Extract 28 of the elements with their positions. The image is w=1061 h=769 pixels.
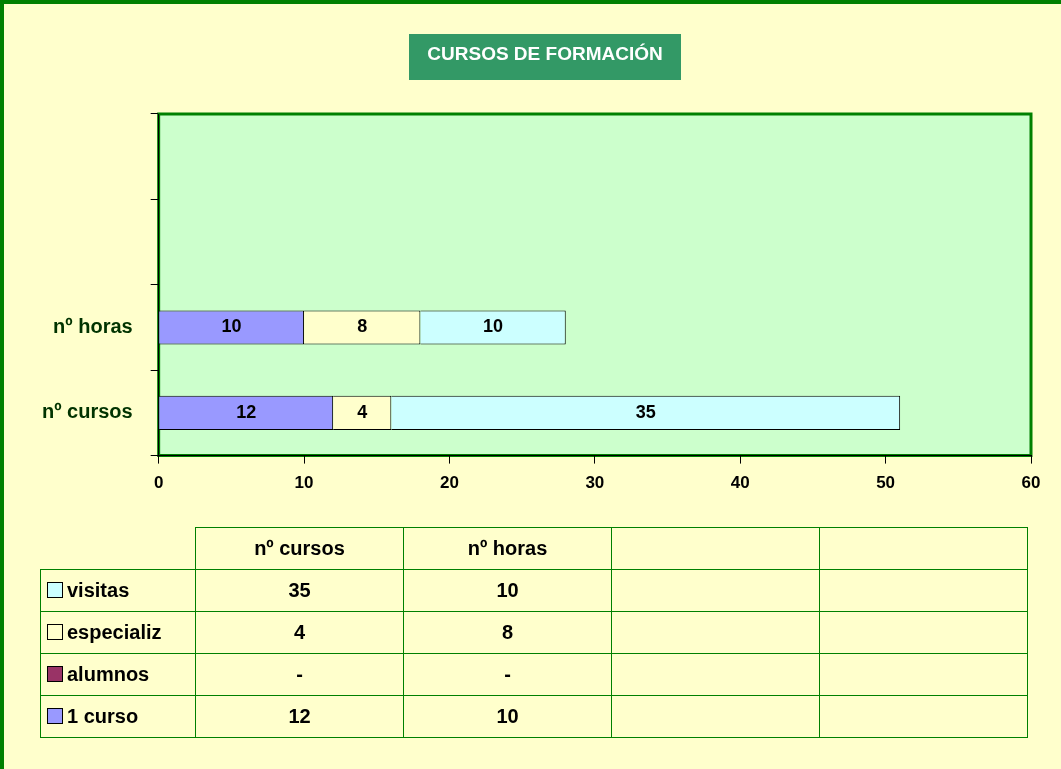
x-tick-label: 50 [876,473,896,493]
data-label: - [195,653,404,696]
data-label: 12 [195,695,404,738]
x-tick-label: 30 [585,473,605,493]
data-label: 35 [635,401,656,422]
data-label: 10 [403,569,612,612]
category-label: nº horas [403,527,612,570]
legend-label: alumnos [40,653,196,696]
data-label: - [403,653,612,696]
x-tick-label: 0 [153,473,164,493]
chart-title: CURSOS DE FORMACIÓN [409,34,681,80]
data-label: 4 [195,611,404,654]
data-label: 8 [403,611,612,654]
x-tick-label: 40 [730,473,750,493]
data-label: 4 [357,401,368,422]
category-label: nº cursos [195,527,404,570]
data-label: 10 [221,316,242,337]
x-tick-label: 60 [1021,473,1041,493]
data-label: 12 [236,401,257,422]
data-label: 10 [483,316,504,337]
legend-label: 1 curso [40,695,196,738]
data-label: 8 [357,316,368,337]
data-label: 35 [195,569,404,612]
x-tick-label: 10 [294,473,314,493]
data-label: 10 [403,695,612,738]
legend-label: especializ [40,611,196,654]
x-tick-label: 20 [439,473,459,493]
legend-label: visitas [40,569,196,612]
